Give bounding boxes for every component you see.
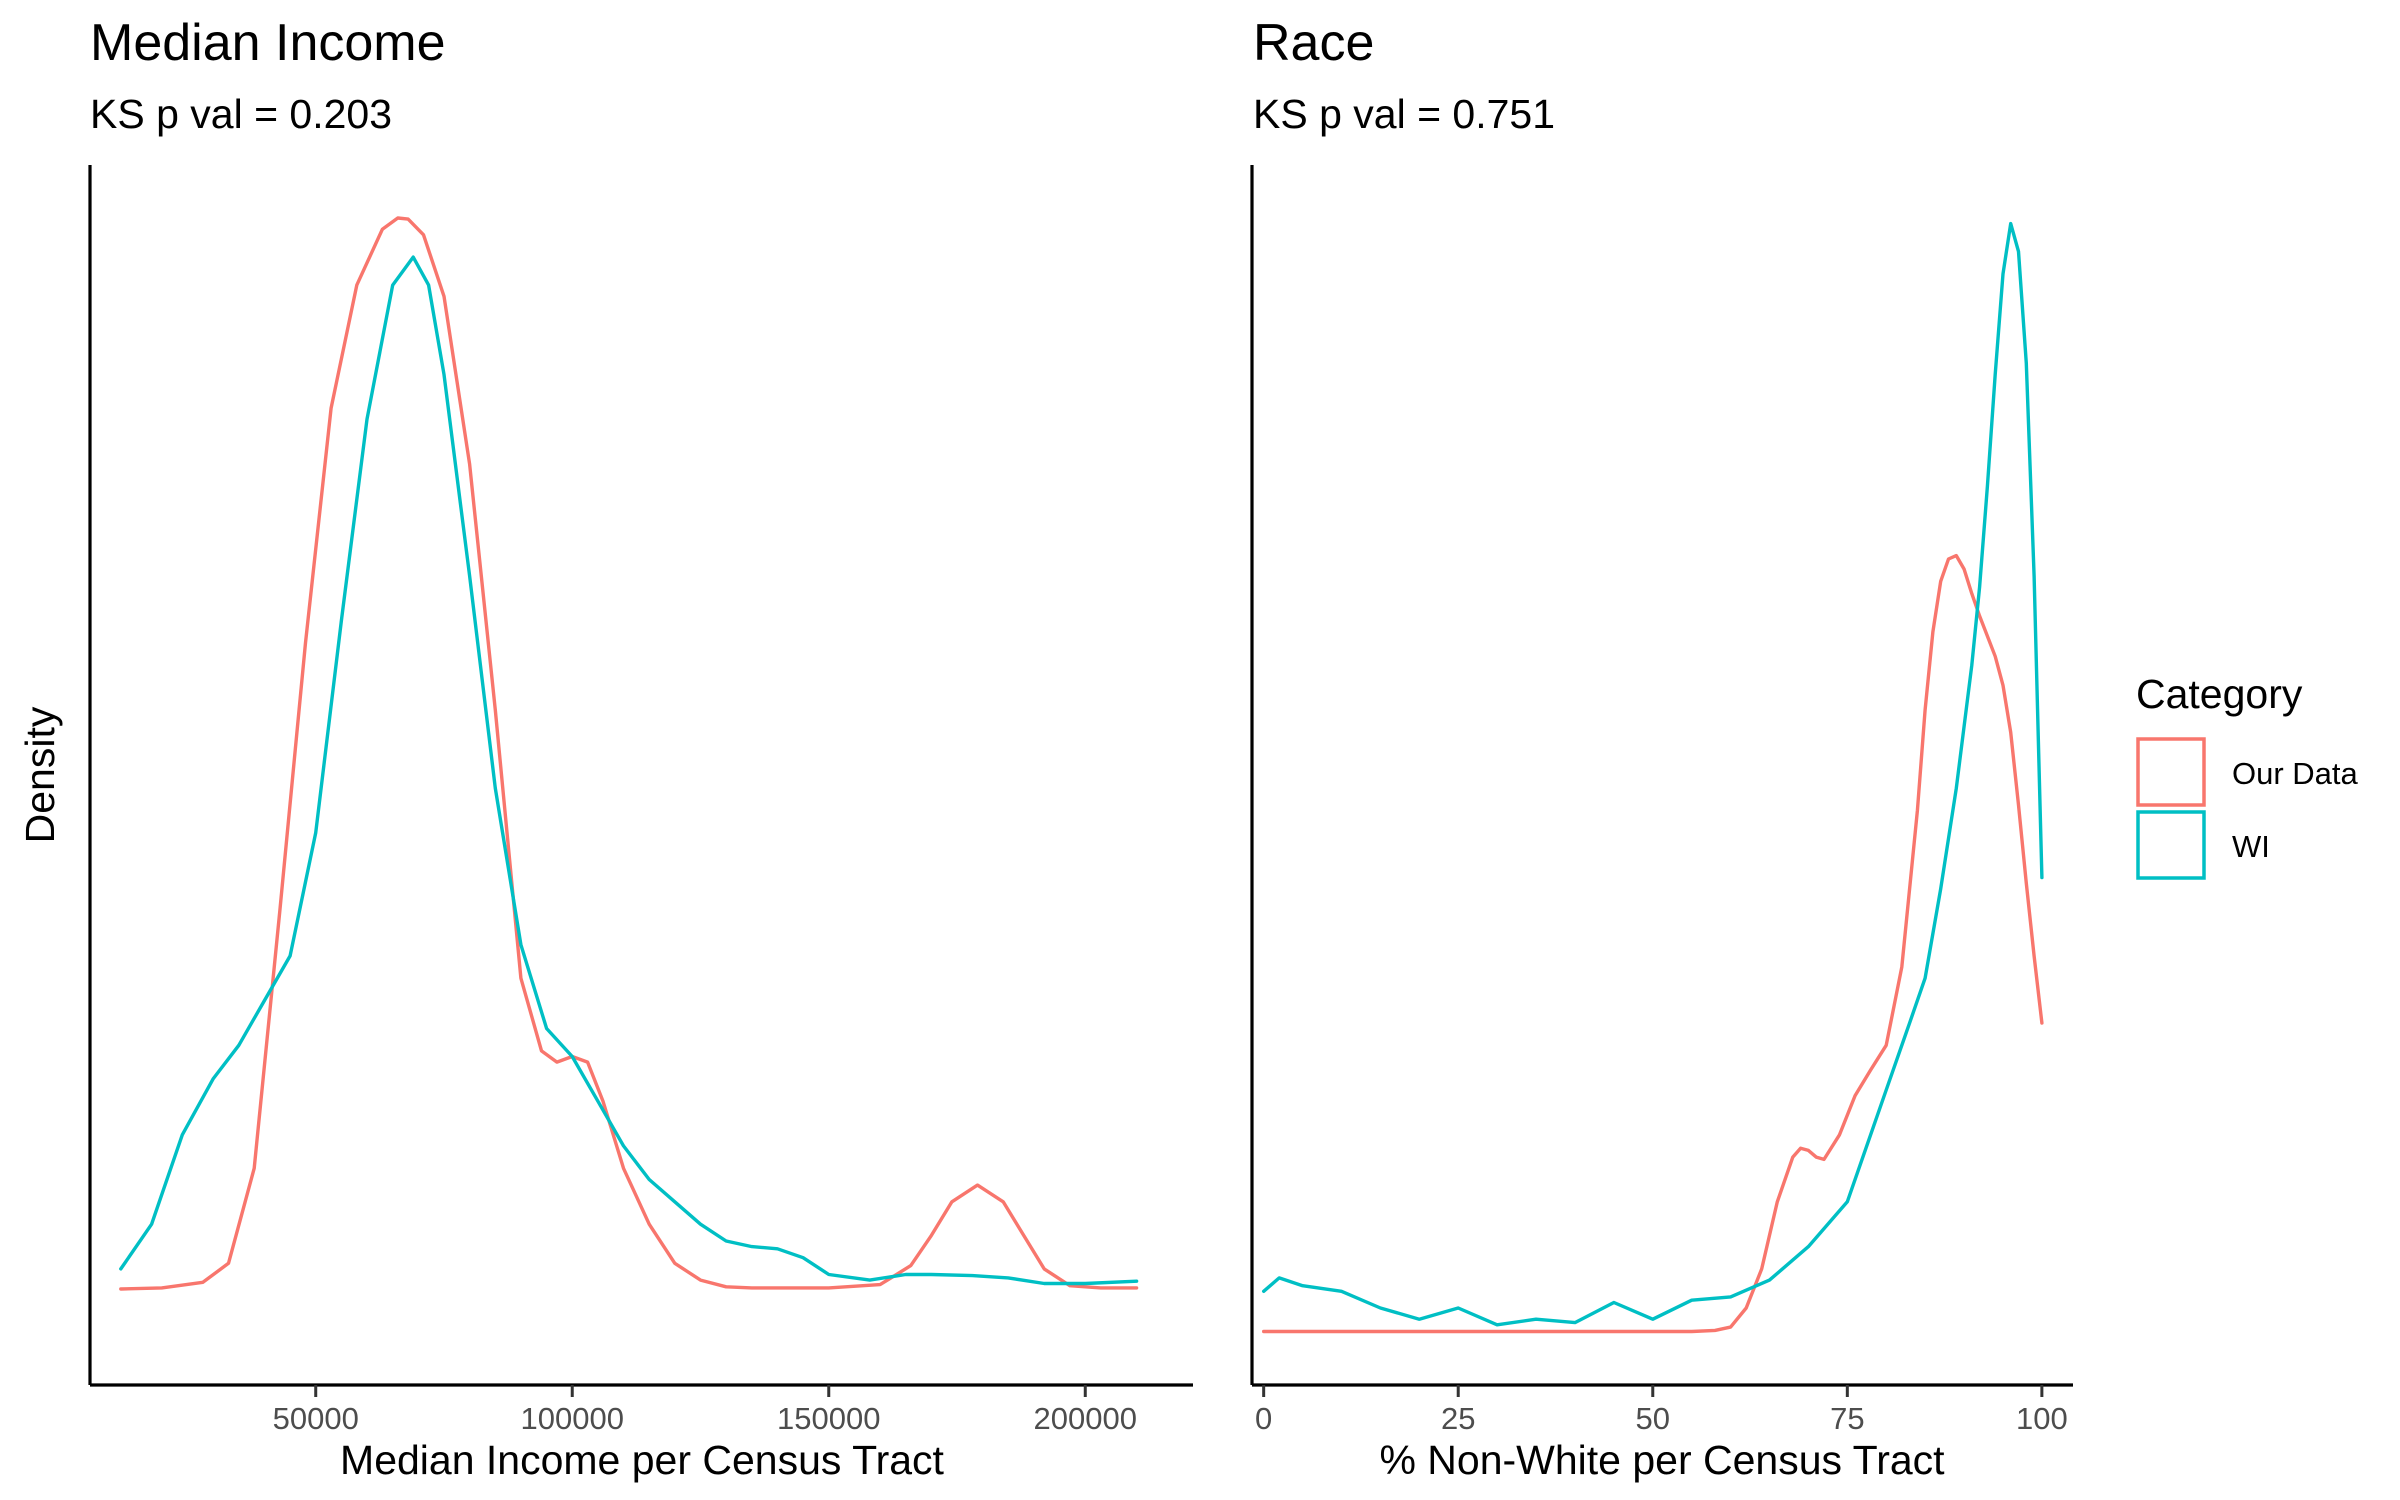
x-tick-label: 50 <box>1636 1401 1670 1436</box>
x-tick-label: 75 <box>1830 1401 1864 1436</box>
x-axis-title: Median Income per Census Tract <box>340 1437 944 1483</box>
x-tick-label: 200000 <box>1034 1401 1137 1436</box>
legend-label-wi: WI <box>2232 829 2270 864</box>
panel-title: Race <box>1253 14 1374 72</box>
plot-area: 0 25 50 75 100 <box>1250 165 2073 1436</box>
legend-label-our-data: Our Data <box>2232 756 2359 791</box>
legend-key-wi <box>2136 810 2206 880</box>
x-tick-label: 0 <box>1255 1401 1272 1436</box>
x-tick-label: 25 <box>1441 1401 1475 1436</box>
panel-race: Race KS p val = 0.751 0 25 50 75 100 % Non-W… <box>1250 14 2073 1483</box>
x-tick-label: 150000 <box>777 1401 880 1436</box>
plot-area: 50000 100000 150000 200000 <box>88 165 1193 1436</box>
y-axis-title: Density <box>17 706 63 843</box>
x-tick-label: 100 <box>2016 1401 2068 1436</box>
series-line-our-data <box>1262 553 2044 1334</box>
legend: Category Our Data WI <box>2136 671 2359 880</box>
series-line-our-data <box>119 216 1139 1291</box>
panel-title: Median Income <box>90 14 446 72</box>
panel-subtitle: KS p val = 0.751 <box>1253 91 1555 137</box>
panel-subtitle: KS p val = 0.203 <box>90 91 392 137</box>
legend-title: Category <box>2136 671 2303 717</box>
x-tick-label: 50000 <box>273 1401 359 1436</box>
x-axis-title: % Non-White per Census Tract <box>1379 1437 1945 1483</box>
x-tick-label: 100000 <box>521 1401 624 1436</box>
series-line-wi <box>119 255 1139 1286</box>
legend-key-our-data <box>2136 737 2206 807</box>
panel-median-income: Median Income KS p val = 0.203 50000 1000… <box>88 14 1193 1483</box>
series-line-wi <box>1262 221 2044 1327</box>
